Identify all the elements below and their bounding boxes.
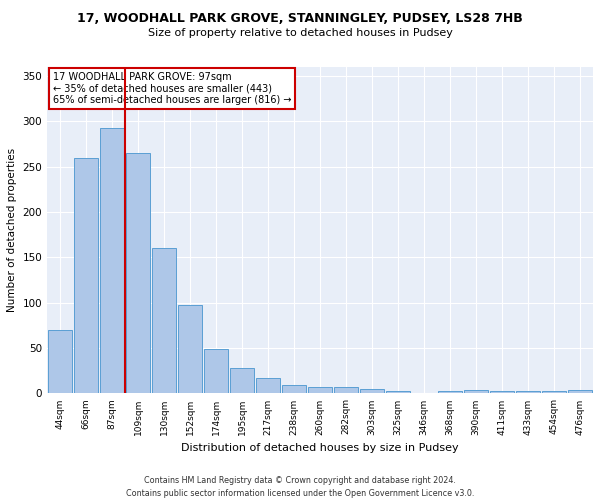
- Y-axis label: Number of detached properties: Number of detached properties: [7, 148, 17, 312]
- X-axis label: Distribution of detached houses by size in Pudsey: Distribution of detached houses by size …: [181, 443, 459, 453]
- Bar: [542, 391, 566, 394]
- Bar: [282, 386, 307, 394]
- Bar: [334, 387, 358, 394]
- Bar: [386, 391, 410, 394]
- Bar: [74, 158, 98, 394]
- Bar: [308, 387, 332, 394]
- Bar: [100, 128, 124, 394]
- Bar: [204, 349, 229, 394]
- Bar: [256, 378, 280, 394]
- Bar: [490, 391, 514, 394]
- Bar: [568, 390, 592, 394]
- Bar: [516, 391, 541, 394]
- Text: 17, WOODHALL PARK GROVE, STANNINGLEY, PUDSEY, LS28 7HB: 17, WOODHALL PARK GROVE, STANNINGLEY, PU…: [77, 12, 523, 26]
- Bar: [438, 391, 463, 394]
- Bar: [126, 153, 151, 394]
- Text: Size of property relative to detached houses in Pudsey: Size of property relative to detached ho…: [148, 28, 452, 38]
- Bar: [48, 330, 73, 394]
- Text: 17 WOODHALL PARK GROVE: 97sqm
← 35% of detached houses are smaller (443)
65% of : 17 WOODHALL PARK GROVE: 97sqm ← 35% of d…: [53, 72, 291, 105]
- Bar: [230, 368, 254, 394]
- Bar: [178, 304, 202, 394]
- Bar: [152, 248, 176, 394]
- Bar: [360, 389, 385, 394]
- Bar: [464, 390, 488, 394]
- Text: Contains HM Land Registry data © Crown copyright and database right 2024.
Contai: Contains HM Land Registry data © Crown c…: [126, 476, 474, 498]
